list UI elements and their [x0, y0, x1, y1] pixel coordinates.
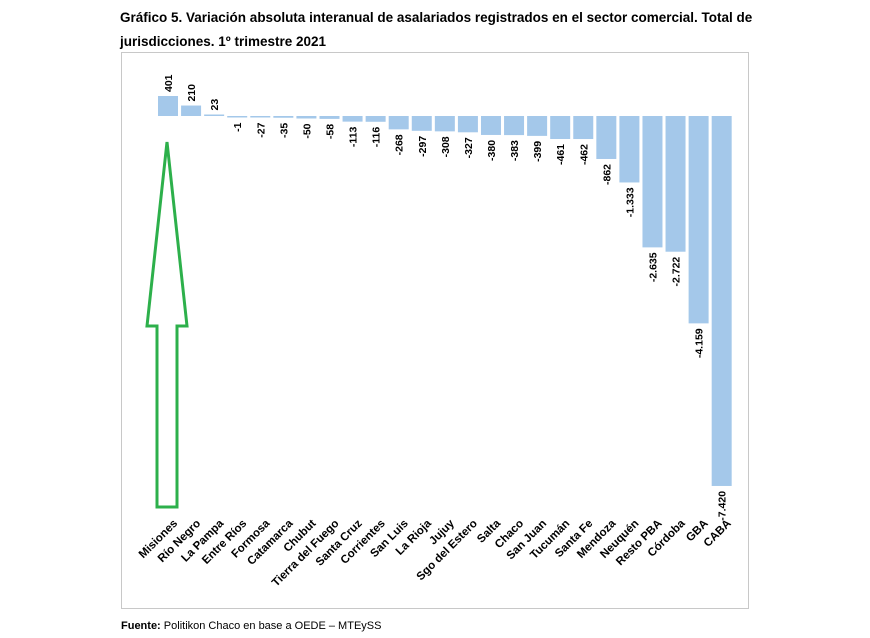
- value-label-resto-pba: -2.635: [647, 252, 659, 282]
- bar-caba: [711, 116, 732, 486]
- bar-la-pampa: [204, 114, 225, 116]
- chart-title: Gráfico 5. Variación absoluta interanual…: [120, 10, 753, 49]
- bar-corrientes: [365, 116, 386, 122]
- value-label-entre-rios: -1: [232, 122, 244, 131]
- bar-salta: [480, 116, 501, 135]
- bar-chubut: [296, 116, 317, 119]
- bars-layer: [158, 96, 732, 486]
- bar-tierra-del-fuego: [319, 116, 340, 119]
- bar-gba: [688, 116, 709, 324]
- value-label-chaco: -383: [509, 140, 521, 161]
- highlight-arrow-icon: [145, 141, 189, 509]
- value-label-neuquen: -1.333: [624, 187, 636, 217]
- bar-resto-pba: [642, 116, 663, 248]
- value-label-la-rioja: -297: [417, 136, 429, 157]
- bar-rio-negro: [181, 105, 202, 116]
- value-label-cordoba: -2.722: [671, 257, 683, 287]
- bar-tucuman: [550, 116, 571, 139]
- value-label-formosa: -27: [255, 122, 267, 137]
- bar-chart: 401 210 23 -1 -27 -35 -50 -58 -113 -116 -268 -297 -3…: [137, 74, 734, 589]
- source-note: Fuente: Politikon Chaco en base a OEDE –…: [121, 620, 381, 632]
- bar-misiones: [158, 96, 178, 116]
- value-label-jujuy: -308: [440, 136, 452, 157]
- bar-la-rioja: [411, 116, 432, 131]
- bar-formosa: [250, 116, 271, 118]
- value-label-gba: -4.159: [694, 328, 706, 358]
- value-label-rio-negro: 210: [186, 84, 198, 102]
- value-label-mendoza: -862: [601, 164, 613, 185]
- value-label-santa-fe: -462: [578, 144, 590, 165]
- bar-santa-fe: [573, 116, 594, 140]
- annotation-layer: [145, 141, 189, 509]
- value-label-san-juan: -399: [532, 141, 544, 162]
- value-labels-layer: 401 210 23 -1 -27 -35 -50 -58 -113 -116 -268 -297 -3…: [163, 74, 729, 520]
- value-label-san-luis: -268: [394, 134, 406, 155]
- value-label-sgo-del-estero: -327: [463, 137, 475, 158]
- value-label-catamarca: -35: [278, 123, 290, 138]
- value-label-santa-cruz: -113: [348, 126, 360, 147]
- value-label-la-pampa: 23: [209, 99, 221, 111]
- value-label-caba: -7.420: [717, 491, 729, 521]
- value-label-tucuman: -461: [555, 144, 567, 165]
- bar-chaco: [504, 116, 525, 136]
- bar-san-luis: [388, 116, 409, 130]
- source-text: Politikon Chaco en base a OEDE – MTEySS: [160, 620, 382, 632]
- value-label-salta: -380: [486, 140, 498, 161]
- bar-santa-cruz: [342, 116, 363, 122]
- bar-catamarca: [273, 116, 294, 118]
- bar-san-juan: [527, 116, 548, 136]
- bar-jujuy: [434, 116, 455, 132]
- bar-sgo-del-estero: [457, 116, 478, 133]
- source-label: Fuente:: [121, 620, 161, 632]
- value-label-chubut: -50: [301, 123, 313, 138]
- bar-entre-rios: [227, 116, 248, 118]
- chart-frame: [121, 52, 749, 609]
- value-label-tierra-del-fuego: -58: [324, 124, 336, 139]
- value-label-misiones: 401: [163, 74, 175, 92]
- bar-neuquen: [619, 116, 640, 183]
- bar-cordoba: [665, 116, 686, 252]
- value-label-corrientes: -116: [371, 127, 383, 148]
- bar-mendoza: [596, 116, 617, 159]
